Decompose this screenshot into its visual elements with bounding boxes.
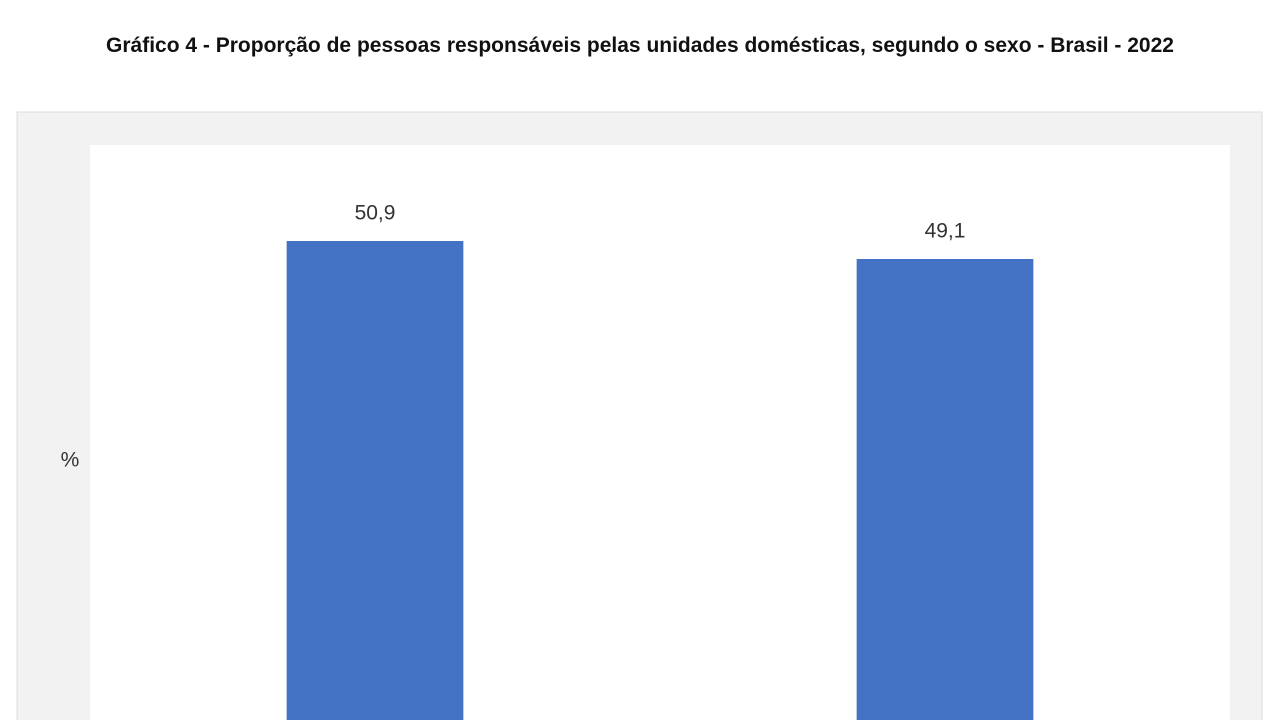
bar [286, 241, 464, 720]
data-label: 50,9 [355, 202, 396, 225]
chart-title: Gráfico 4 - Proporção de pessoas respons… [106, 34, 1174, 57]
plot-area [90, 145, 1230, 720]
data-label: 49,1 [925, 220, 966, 243]
y-axis-label: % [61, 449, 80, 472]
bar [856, 259, 1034, 720]
